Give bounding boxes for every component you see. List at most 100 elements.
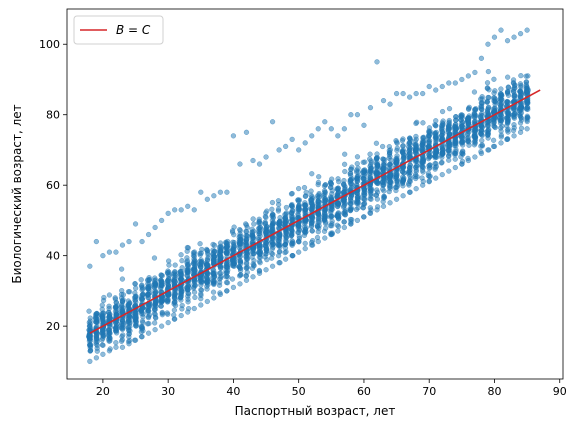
scatter-point xyxy=(517,129,524,135)
scatter-point xyxy=(126,341,132,347)
scatter-point xyxy=(412,149,419,155)
scatter-point xyxy=(420,182,426,188)
scatter-point xyxy=(308,223,315,230)
scatter-point xyxy=(302,245,308,252)
scatter-point xyxy=(105,309,112,316)
scatter-point xyxy=(447,147,453,154)
scatter-point xyxy=(451,142,458,149)
scatter-point xyxy=(249,229,255,235)
scatter-point xyxy=(126,238,132,245)
scatter-point xyxy=(230,284,237,291)
scatter-point xyxy=(478,105,484,111)
scatter-point xyxy=(361,186,367,193)
scatter-point xyxy=(387,101,393,107)
scatter-point xyxy=(204,196,210,202)
scatter-point xyxy=(184,267,190,274)
scatter-point xyxy=(283,204,290,211)
scatter-point xyxy=(406,135,413,141)
scatter-point xyxy=(381,195,387,201)
x-tick-label: 50 xyxy=(292,385,306,398)
scatter-point xyxy=(145,291,152,297)
scatter-point xyxy=(472,134,479,140)
scatter-point xyxy=(225,264,231,271)
scatter-point xyxy=(419,167,426,173)
scatter-point xyxy=(100,253,106,259)
scatter-point xyxy=(133,319,139,325)
scatter-point xyxy=(413,90,419,97)
scatter-point xyxy=(465,73,472,79)
scatter-point xyxy=(439,108,446,115)
scatter-point xyxy=(373,192,379,198)
scatter-point xyxy=(250,261,256,267)
scatter-point xyxy=(433,122,439,129)
scatter-point xyxy=(499,123,505,129)
scatter-point xyxy=(244,259,250,266)
scatter-point xyxy=(191,249,198,255)
scatter-point xyxy=(368,165,374,172)
scatter-point xyxy=(210,278,216,284)
scatter-point xyxy=(106,332,112,338)
x-axis-ticks: 20 30 40 50 60 70 80 90 xyxy=(96,379,567,398)
scatter-point xyxy=(420,138,426,144)
scatter-point xyxy=(341,219,347,225)
scatter-point xyxy=(354,161,360,167)
scatter-point xyxy=(125,302,131,308)
y-axis-ticks: 20 40 60 80 100 xyxy=(39,38,67,333)
scatter-point xyxy=(244,265,250,271)
scatter-point xyxy=(146,320,152,327)
scatter-point xyxy=(139,324,145,330)
scatter-point xyxy=(485,128,491,134)
scatter-point xyxy=(485,109,491,116)
scatter-point xyxy=(478,131,484,137)
scatter-point xyxy=(491,143,498,150)
scatter-point xyxy=(523,105,530,112)
scatter-point xyxy=(433,118,439,124)
scatter-point xyxy=(315,210,322,216)
scatter-point xyxy=(505,109,512,115)
scatter-point xyxy=(276,260,282,266)
scatter-point xyxy=(366,170,373,176)
scatter-point xyxy=(224,288,230,294)
scatter-point xyxy=(283,210,290,216)
scatter-point xyxy=(256,225,262,231)
scatter-point xyxy=(229,276,236,282)
scatter-point xyxy=(301,232,308,239)
scatter-point xyxy=(321,194,327,201)
scatter-point xyxy=(282,143,289,150)
scatter-point xyxy=(485,41,491,47)
scatter-point xyxy=(172,262,178,268)
scatter-point xyxy=(361,214,367,220)
scatter-point xyxy=(211,295,217,301)
scatter-point xyxy=(466,139,472,145)
scatter-point xyxy=(413,186,419,192)
scatter-point xyxy=(295,229,301,236)
scatter-point xyxy=(459,76,465,83)
scatter-point xyxy=(504,136,511,143)
scatter-point xyxy=(199,278,205,285)
scatter-point xyxy=(465,105,472,112)
scatter-point xyxy=(380,97,387,104)
scatter-point xyxy=(296,206,302,212)
scatter-point xyxy=(426,179,432,185)
scatter-point xyxy=(446,157,452,163)
scatter-point xyxy=(153,289,159,295)
scatter-point xyxy=(309,242,315,248)
scatter-point xyxy=(315,219,321,225)
scatter-point xyxy=(505,126,511,132)
scatter-point xyxy=(322,119,328,125)
scatter-point xyxy=(152,224,158,231)
scatter-point xyxy=(426,163,432,169)
scatter-point xyxy=(216,248,223,254)
scatter-point xyxy=(510,105,517,111)
scatter-point xyxy=(211,242,218,248)
scatter-point xyxy=(342,151,348,157)
scatter-point xyxy=(184,244,191,251)
scatter-point xyxy=(100,351,106,357)
scatter-point xyxy=(152,320,158,326)
scatter-point xyxy=(394,178,400,184)
scatter-point xyxy=(523,73,529,79)
scatter-point xyxy=(381,188,387,194)
scatter-point xyxy=(283,228,290,235)
scatter-point xyxy=(433,87,439,93)
